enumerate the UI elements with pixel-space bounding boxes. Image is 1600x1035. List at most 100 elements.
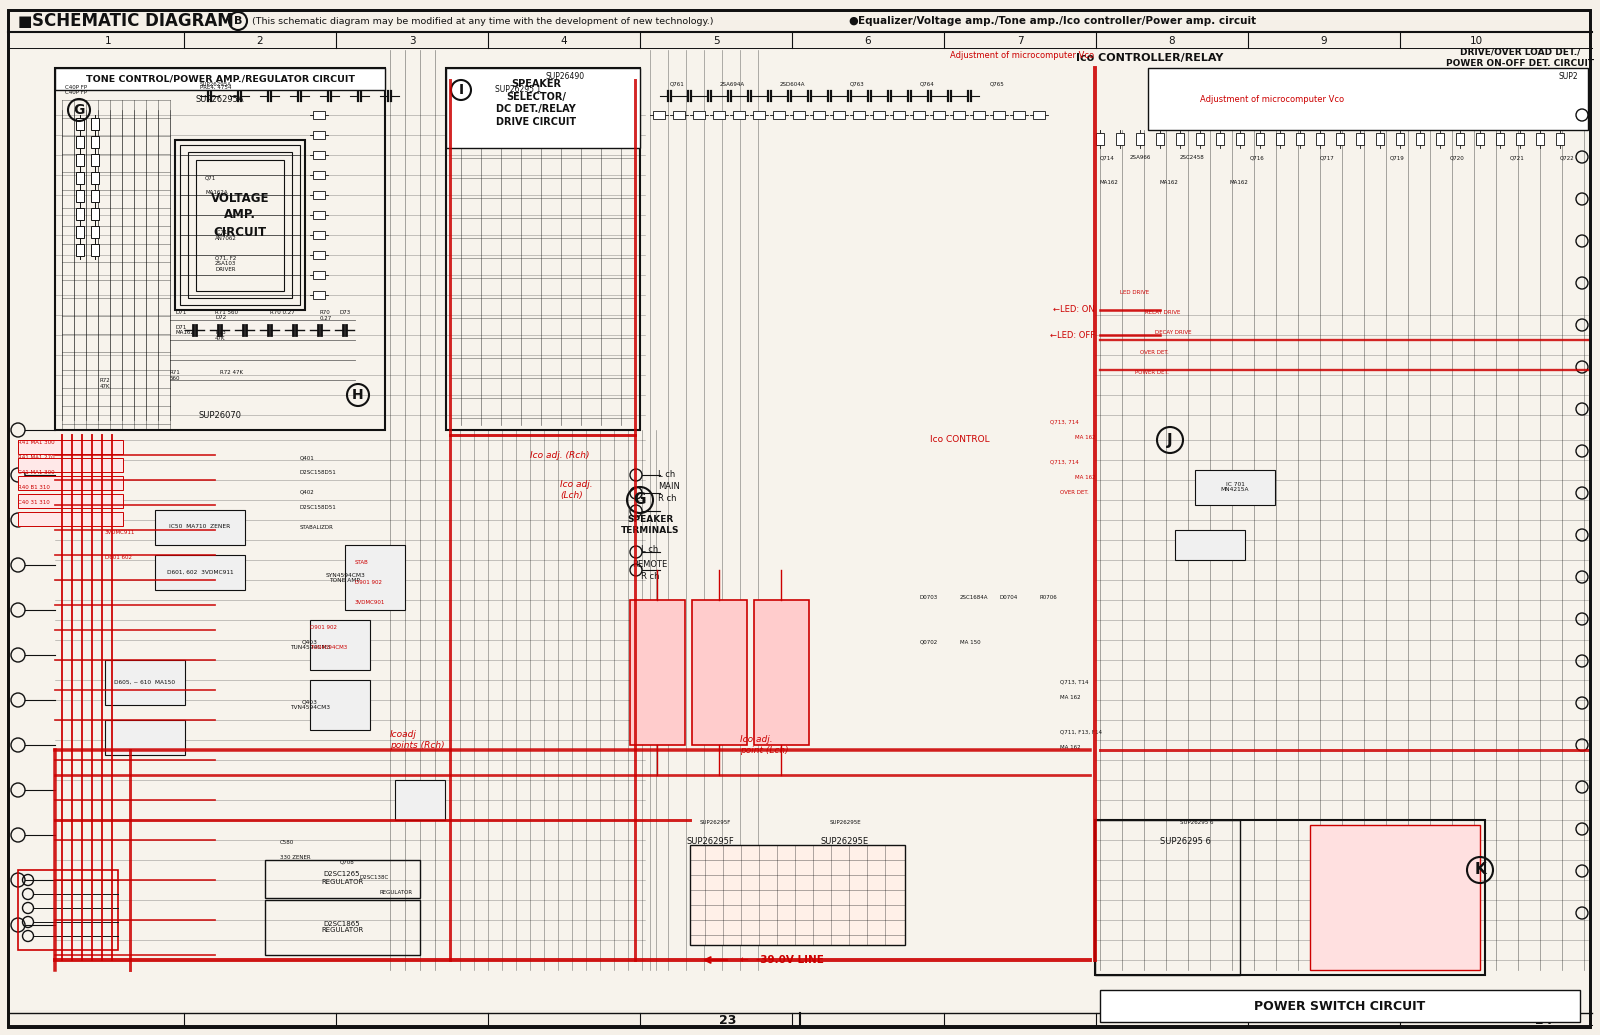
Bar [346, 545, 405, 610]
Text: 5: 5 [712, 36, 720, 46]
Bar [106, 720, 186, 755]
Text: ←  -39.0V LINE: ← -39.0V LINE [739, 955, 824, 965]
Bar [446, 68, 640, 148]
Text: 2: 2 [256, 36, 264, 46]
Bar [933, 111, 946, 119]
Text: SUP26295F: SUP26295F [701, 820, 731, 825]
Text: I: I [459, 83, 464, 97]
Text: Q403
TVN4594CM3: Q403 TVN4594CM3 [290, 700, 330, 710]
Text: B: B [234, 16, 242, 26]
Bar [395, 780, 445, 820]
Bar [1336, 134, 1344, 145]
Text: R71
560: R71 560 [170, 369, 181, 381]
Text: Q722: Q722 [1560, 155, 1574, 160]
Bar [314, 151, 325, 159]
Bar [266, 900, 419, 955]
Bar [1094, 820, 1240, 975]
Text: PRE4, 4754: PRE4, 4754 [200, 85, 232, 90]
Text: ←LED: ON: ←LED: ON [1053, 305, 1094, 315]
Bar [630, 600, 685, 745]
Text: Q403
TUN4594CM3: Q403 TUN4594CM3 [290, 640, 330, 650]
Text: L ch: L ch [642, 545, 659, 554]
Text: D901 902: D901 902 [355, 580, 382, 585]
Text: D2SC158D51: D2SC158D51 [301, 470, 336, 475]
Bar [1475, 134, 1485, 145]
Text: G: G [74, 104, 85, 117]
Text: SUP26295E: SUP26295E [821, 837, 869, 847]
Text: Q719: Q719 [1390, 155, 1405, 160]
Text: SYN4594CM3
TONE AMP: SYN4594CM3 TONE AMP [325, 572, 365, 584]
Text: IC 701
MN4215A: IC 701 MN4215A [1221, 481, 1250, 493]
Text: L ch: L ch [658, 470, 675, 479]
Bar [1197, 134, 1205, 145]
Text: RELAY DRIVE: RELAY DRIVE [1146, 310, 1181, 315]
Bar [1101, 990, 1581, 1022]
Bar [1094, 820, 1485, 975]
Bar [77, 118, 83, 130]
Text: Q713, 714: Q713, 714 [1050, 460, 1078, 465]
Text: POWER DET.: POWER DET. [1134, 369, 1170, 375]
Text: Ico adj.
(Lch): Ico adj. (Lch) [560, 480, 592, 500]
Text: MA162: MA162 [174, 330, 194, 335]
Text: MA162: MA162 [1230, 180, 1250, 185]
Bar [266, 860, 419, 898]
Text: 8: 8 [1168, 36, 1176, 46]
Bar [1013, 111, 1026, 119]
Bar [314, 271, 325, 279]
Text: IC71
AN7062: IC71 AN7062 [214, 230, 237, 241]
Bar [314, 231, 325, 239]
Bar [1277, 134, 1283, 145]
Bar [314, 191, 325, 199]
Bar [155, 555, 245, 590]
Text: Q71: Q71 [205, 175, 216, 180]
Text: D73: D73 [339, 310, 352, 321]
Text: 3VDMC911: 3VDMC911 [106, 530, 136, 535]
Bar [314, 291, 325, 299]
Text: TUN4594CM3: TUN4594CM3 [310, 645, 347, 650]
Text: D605, ~ 610  MA150: D605, ~ 610 MA150 [115, 680, 176, 684]
Text: OVER DET.: OVER DET. [1139, 350, 1168, 355]
Bar [314, 252, 325, 259]
Bar [914, 111, 925, 119]
Bar [973, 111, 986, 119]
Text: J: J [1166, 433, 1173, 447]
Bar [314, 111, 325, 119]
Text: 10: 10 [1469, 36, 1483, 46]
Bar [1517, 134, 1523, 145]
Text: D601, 602  3VDMC911: D601, 602 3VDMC911 [166, 569, 234, 574]
Bar [77, 226, 83, 238]
Bar [1235, 134, 1245, 145]
Text: R ch: R ch [640, 572, 659, 581]
Text: 7: 7 [1016, 36, 1024, 46]
Bar [91, 226, 99, 238]
Bar [773, 111, 786, 119]
Text: C580: C580 [280, 840, 294, 845]
Text: 2SC1684A: 2SC1684A [960, 595, 989, 600]
Bar [1176, 134, 1184, 145]
Bar [91, 208, 99, 220]
Text: D72: D72 [214, 315, 226, 320]
Text: TONE CONTROL/POWER AMP./REGULATOR CIRCUIT: TONE CONTROL/POWER AMP./REGULATOR CIRCUI… [85, 75, 355, 84]
Text: G: G [634, 493, 646, 507]
Text: Q720: Q720 [1450, 155, 1464, 160]
Text: MAIN: MAIN [658, 482, 680, 491]
Text: 3: 3 [408, 36, 416, 46]
Text: Q401: Q401 [301, 455, 315, 460]
Bar [813, 111, 826, 119]
Bar [91, 154, 99, 166]
Bar [1256, 134, 1264, 145]
Text: SUP26070: SUP26070 [198, 412, 242, 420]
Text: ■: ■ [18, 13, 32, 29]
Bar [91, 136, 99, 148]
Text: SCHEMATIC DIAGRAM: SCHEMATIC DIAGRAM [32, 12, 234, 30]
Text: D2SC1265
REGULATOR: D2SC1265 REGULATOR [322, 871, 363, 885]
Text: Q717: Q717 [1320, 155, 1334, 160]
Bar [733, 111, 746, 119]
Text: MA162: MA162 [1101, 180, 1118, 185]
Text: 2SA694A: 2SA694A [720, 82, 746, 87]
Bar [18, 512, 123, 526]
Text: Ico CONTROL: Ico CONTROL [930, 436, 990, 444]
Bar [91, 172, 99, 184]
Bar [314, 131, 325, 139]
Bar [754, 600, 810, 745]
